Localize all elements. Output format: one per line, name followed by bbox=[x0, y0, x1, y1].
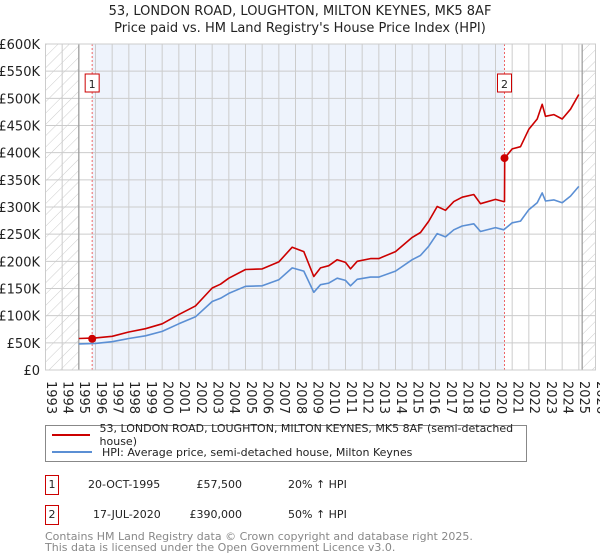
chart-plot: £0 £50K £100K £150K £200K £250K £300K £350K £400… bbox=[0, 38, 600, 414]
chart-title: 53, LONDON ROAD, LOUGHTON, MILTON KEYNES… bbox=[108, 4, 492, 19]
y-tick-label: £500K bbox=[0, 92, 40, 107]
x-tick-label: 2002 bbox=[193, 381, 208, 414]
x-tick-label: 2025 bbox=[576, 381, 591, 414]
x-tick-label: 2018 bbox=[459, 381, 474, 414]
legend-item-hpi: HPI: Average price, semi-detached house,… bbox=[46, 444, 412, 460]
footer-copyright: Contains HM Land Registry data © Crown c… bbox=[45, 530, 473, 543]
legend-label-hpi: HPI: Average price, semi-detached house,… bbox=[102, 445, 413, 459]
y-tick-label: £400K bbox=[0, 147, 40, 162]
y-tick-label: £100K bbox=[0, 310, 40, 325]
transaction-row: 2 17-JUL-2020 £390,000 50% ↑ HPI bbox=[45, 505, 565, 525]
y-tick-label: £550K bbox=[0, 65, 40, 80]
y-tick-label: £300K bbox=[0, 201, 40, 216]
plot-border bbox=[45, 43, 596, 371]
x-tick-label: 2006 bbox=[259, 381, 274, 414]
transaction-date: 17-JUL-2020 bbox=[93, 508, 161, 521]
footer-licence: This data is licensed under the Open Gov… bbox=[45, 541, 396, 554]
x-tick-label: 2007 bbox=[276, 381, 291, 414]
legend-label-property: 53, LONDON ROAD, LOUGHTON, MILTON KEYNES… bbox=[99, 422, 514, 448]
legend: 53, LONDON ROAD, LOUGHTON, MILTON KEYNES… bbox=[45, 422, 527, 462]
series-line-hpi bbox=[78, 185, 580, 345]
transaction-hpi-change: 50% ↑ HPI bbox=[288, 508, 347, 521]
x-tick-label: 1999 bbox=[143, 381, 158, 414]
transaction-hpi-change: 20% ↑ HPI bbox=[288, 478, 347, 491]
x-tick-label: 2019 bbox=[476, 381, 491, 414]
y-tick-label: £0 bbox=[23, 364, 40, 379]
x-tick-label: 1996 bbox=[93, 381, 108, 414]
transaction-price: £57,500 bbox=[196, 478, 243, 491]
y-tick-label: £350K bbox=[0, 174, 40, 189]
sale-badge-label: 1 bbox=[89, 78, 96, 91]
x-tick-label: 2009 bbox=[309, 381, 324, 414]
x-tick-label: 2015 bbox=[409, 381, 424, 414]
x-tick-label: 2005 bbox=[243, 381, 258, 414]
series-line-property bbox=[78, 94, 580, 340]
y-tick-label: £450K bbox=[0, 120, 40, 135]
x-tick-label: 2011 bbox=[343, 381, 358, 414]
x-tick-label: 2026 bbox=[593, 381, 600, 414]
footer-attribution: Contains HM Land Registry data © Crown c… bbox=[45, 531, 473, 553]
sale-badge-2 bbox=[497, 73, 512, 93]
x-tick-label: 1993 bbox=[43, 381, 58, 414]
x-tick-label: 2008 bbox=[293, 381, 308, 414]
x-tick-label: 2020 bbox=[493, 381, 508, 414]
x-tick-label: 2014 bbox=[393, 381, 408, 414]
legend-swatch-hpi bbox=[52, 451, 92, 453]
x-tick-label: 2010 bbox=[326, 381, 341, 414]
transaction-number-badge: 1 bbox=[45, 475, 59, 495]
sale-point-2 bbox=[500, 154, 509, 163]
y-tick-label: £200K bbox=[0, 255, 40, 270]
sale-badge-label: 2 bbox=[501, 78, 508, 91]
x-tick-label: 1995 bbox=[76, 381, 91, 414]
sale-badge-1 bbox=[84, 73, 100, 93]
transaction-number-badge: 2 bbox=[45, 505, 59, 525]
chart-subtitle: Price paid vs. HM Land Registry's House … bbox=[114, 21, 486, 36]
x-tick-label: 2017 bbox=[443, 381, 458, 414]
x-tick-label: 1994 bbox=[59, 381, 74, 414]
y-tick-label: £50K bbox=[7, 337, 41, 352]
y-tick-label: £600K bbox=[0, 38, 40, 53]
y-tick-label: £250K bbox=[0, 228, 40, 243]
y-tick-label: £150K bbox=[0, 283, 40, 298]
transaction-date: 20-OCT-1995 bbox=[88, 478, 161, 491]
x-tick-label: 2000 bbox=[159, 381, 174, 414]
x-tick-label: 2013 bbox=[376, 381, 391, 414]
legend-item-property: 53, LONDON ROAD, LOUGHTON, MILTON KEYNES… bbox=[46, 422, 526, 448]
x-tick-label: 2001 bbox=[176, 381, 191, 414]
x-tick-label: 2016 bbox=[426, 381, 441, 414]
x-tick-label: 2023 bbox=[543, 381, 558, 414]
transaction-price: £390,000 bbox=[189, 508, 243, 521]
x-tick-label: 2003 bbox=[209, 381, 224, 414]
sale-point-1 bbox=[88, 334, 97, 343]
x-tick-label: 2004 bbox=[226, 381, 241, 414]
x-tick-label: 2022 bbox=[526, 381, 541, 414]
x-tick-label: 2021 bbox=[509, 381, 524, 414]
x-tick-label: 1997 bbox=[109, 381, 124, 414]
x-tick-label: 2024 bbox=[559, 381, 574, 414]
x-tick-label: 1998 bbox=[126, 381, 141, 414]
x-tick-label: 2012 bbox=[359, 381, 374, 414]
legend-swatch-property bbox=[52, 434, 90, 436]
transaction-row: 1 20-OCT-1995 £57,500 20% ↑ HPI bbox=[45, 475, 565, 495]
